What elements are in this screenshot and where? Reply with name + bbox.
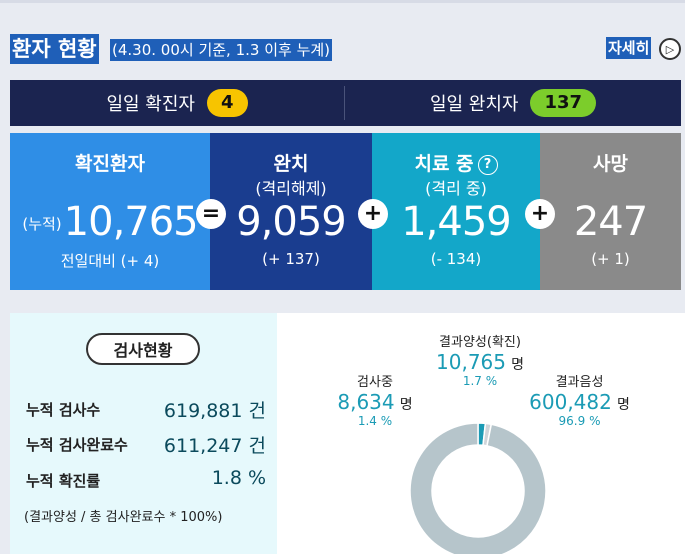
test-rate-note: (결과양성 / 총 검사완료수 * 100%)	[24, 510, 223, 525]
test-row: 누적 검사수 619,881 건	[26, 396, 266, 422]
positive-percent: 1.7 %	[462, 374, 498, 388]
positive-unit: 명	[511, 357, 524, 373]
treatment-card: 치료 중? (격리 중) 1,459 (- 134)	[372, 133, 540, 290]
daily-confirmed-label: 일일 확진자	[106, 94, 195, 115]
negative-slice	[409, 422, 547, 554]
testing-label: 검사중	[357, 375, 393, 390]
treatment-delta: (- 134)	[430, 250, 482, 268]
deaths-value: 247	[573, 199, 648, 245]
top-strip	[0, 0, 685, 3]
treatment-sublabel: (격리 중)	[425, 179, 487, 198]
chevron-right-icon[interactable]: ▷	[659, 38, 681, 60]
test-row: 누적 확진률 1.8 %	[26, 467, 266, 493]
test-row-label: 누적 검사완료수	[26, 436, 128, 454]
recovered-delta: (+ 137)	[262, 250, 320, 268]
daily-recovered-label: 일일 완치자	[429, 94, 519, 115]
deaths-delta: (+ 1)	[591, 250, 630, 268]
recovered-sublabel: (격리해제)	[255, 179, 327, 198]
stats-cards: 확진환자 (누적)10,765 전일대비 (+ 4) 완치 (격리해제) 9,0…	[10, 133, 681, 290]
test-row: 누적 검사완료수 611,247 건	[26, 431, 266, 457]
test-row-value: 619,881 건	[163, 400, 266, 422]
confirmed-label: 확진환자	[75, 153, 145, 175]
testing-percent: 1.4 %	[357, 414, 393, 428]
negative-percent: 96.9 %	[558, 414, 601, 428]
confirmed-value-row: (누적)10,765	[10, 199, 210, 245]
negative-unit: 명	[616, 397, 630, 413]
daily-confirmed-badge: 4	[207, 89, 248, 117]
test-row-label: 누적 확진률	[26, 472, 101, 490]
negative-label: 결과음성	[555, 375, 604, 390]
deaths-label: 사망	[593, 153, 628, 175]
daily-confirmed: 일일 확진자 4	[10, 80, 344, 126]
recovered-value: 9,059	[236, 199, 347, 245]
test-row-value: 1.8 %	[211, 467, 266, 489]
treatment-label: 치료 중	[414, 153, 474, 175]
divider	[344, 86, 345, 120]
confirmed-prefix: (누적)	[22, 215, 62, 233]
header: 환자 현황 (4.30. 00시 기준, 1.3 이후 누계) 자세히 ▷	[0, 28, 685, 72]
confirmed-delta: 전일대비 (+ 4)	[60, 252, 160, 270]
test-result-donut-chart	[409, 422, 547, 554]
test-status-panel: 검사현황 누적 검사수 619,881 건 누적 검사완료수 611,247 건…	[10, 313, 277, 554]
deaths-card: 사망 247 (+ 1)	[540, 133, 681, 290]
plus-icon: +	[358, 199, 388, 229]
confirmed-card: 확진환자 (누적)10,765 전일대비 (+ 4)	[10, 133, 210, 290]
page-title: 환자 현황	[10, 34, 99, 64]
testing-unit: 명	[399, 397, 413, 413]
confirmed-value: 10,765	[63, 199, 199, 245]
negative-value: 600,482	[529, 390, 612, 414]
treatment-label-row: 치료 중?	[372, 149, 540, 176]
positive-legend: 결과양성(확진) 10,765 명 1.7 %	[395, 331, 565, 388]
help-icon[interactable]: ?	[477, 155, 498, 175]
recovered-card: 완치 (격리해제) 9,059 (+ 137)	[210, 133, 372, 290]
equals-icon: =	[196, 199, 226, 229]
testing-value: 8,634	[337, 390, 395, 414]
test-status-badge: 검사현황	[86, 333, 200, 365]
positive-label: 결과양성(확진)	[439, 335, 521, 350]
test-result-chart-panel: 결과양성(확진) 10,765 명 1.7 % 검사중 8,634 명 1.4 …	[277, 313, 685, 554]
more-link[interactable]: 자세히	[606, 37, 652, 59]
test-row-label: 누적 검사수	[26, 401, 101, 419]
daily-summary-bar: 일일 확진자 4 일일 완치자 137	[10, 80, 681, 126]
testing-legend: 검사중 8,634 명 1.4 %	[325, 371, 425, 428]
plus-icon: +	[525, 199, 555, 229]
treatment-value: 1,459	[401, 199, 512, 245]
negative-legend: 결과음성 600,482 명 96.9 %	[522, 371, 637, 428]
daily-recovered: 일일 완치자 137	[345, 80, 681, 126]
recovered-label: 완치	[273, 153, 309, 175]
page-subtitle: (4.30. 00시 기준, 1.3 이후 누계)	[110, 39, 333, 61]
test-row-value: 611,247 건	[163, 435, 266, 457]
daily-recovered-badge: 137	[530, 89, 597, 117]
positive-value: 10,765	[436, 350, 506, 374]
